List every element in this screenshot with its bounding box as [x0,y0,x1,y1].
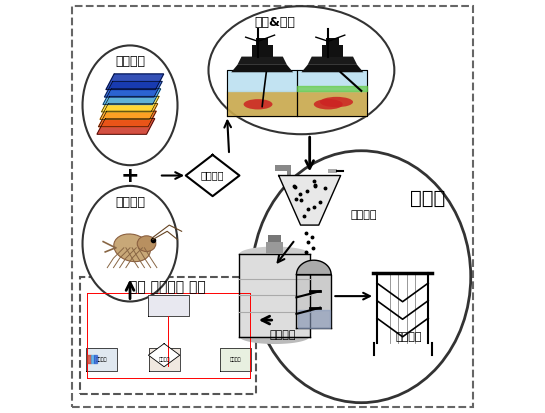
Polygon shape [231,65,293,72]
Polygon shape [101,96,159,112]
Text: 독성평가: 독성평가 [159,357,170,362]
Polygon shape [239,247,310,254]
Text: 무해화: 무해화 [410,189,445,208]
Bar [81,277,256,394]
Polygon shape [90,355,94,363]
Polygon shape [275,165,291,171]
Polygon shape [227,91,297,116]
Polygon shape [256,38,268,45]
Polygon shape [103,89,161,104]
Polygon shape [148,344,180,367]
Polygon shape [301,65,364,72]
Text: 퇴적예측: 퇴적예측 [115,55,145,69]
Polygon shape [268,235,281,242]
Polygon shape [297,70,367,91]
Polygon shape [239,337,310,344]
Text: 통합 관리체계 구축: 통합 관리체계 구축 [129,280,205,294]
Polygon shape [307,57,357,65]
Ellipse shape [320,97,353,107]
Ellipse shape [114,234,150,261]
Polygon shape [239,254,310,337]
Text: 입경분리: 입경분리 [350,210,377,220]
Polygon shape [149,348,179,371]
Text: 처리기술: 처리기술 [229,357,241,362]
Polygon shape [99,111,156,127]
Polygon shape [252,45,272,57]
Polygon shape [296,260,331,275]
Text: 고액분리: 고액분리 [396,332,422,342]
Text: 독성평가: 독성평가 [115,196,145,209]
Polygon shape [86,348,117,371]
Polygon shape [87,355,90,363]
Ellipse shape [82,186,178,301]
Polygon shape [186,155,239,196]
Polygon shape [227,70,297,91]
Polygon shape [100,104,158,119]
Polygon shape [105,81,162,97]
Polygon shape [296,275,331,328]
Polygon shape [220,348,251,371]
Polygon shape [94,355,97,363]
Polygon shape [297,86,367,91]
Polygon shape [278,176,341,225]
Polygon shape [328,169,336,173]
Ellipse shape [252,151,471,403]
Text: 고도산화: 고도산화 [270,330,296,339]
Polygon shape [297,91,367,116]
Ellipse shape [209,6,395,134]
Polygon shape [238,57,287,65]
Text: +: + [120,166,140,185]
Ellipse shape [244,99,272,109]
Polygon shape [287,171,291,176]
Polygon shape [148,295,189,316]
Polygon shape [106,74,164,90]
Text: 의사결정: 의사결정 [201,171,225,180]
Text: 퇴적예측: 퇴적예측 [95,357,107,362]
Polygon shape [298,310,330,328]
Ellipse shape [137,236,156,252]
Polygon shape [326,38,338,45]
Polygon shape [267,242,283,254]
Ellipse shape [82,45,178,165]
Text: 준설&피복: 준설&피복 [254,16,295,29]
Polygon shape [97,119,155,134]
Ellipse shape [314,99,343,109]
Polygon shape [322,45,343,57]
